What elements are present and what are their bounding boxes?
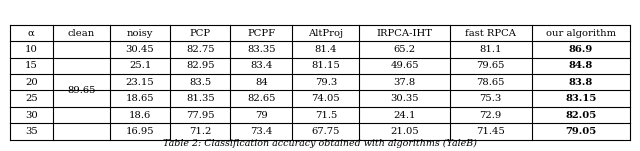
Text: 84: 84 (255, 78, 268, 87)
Text: Table 2: Classification accuracy obtained with algorithms (YaleB): Table 2: Classification accuracy obtaine… (163, 139, 477, 148)
Text: 15: 15 (25, 61, 38, 70)
Text: 30.45: 30.45 (125, 45, 154, 54)
Text: 79.65: 79.65 (476, 61, 505, 70)
Text: 84.8: 84.8 (569, 61, 593, 70)
Text: clean: clean (68, 29, 95, 38)
Text: 86.9: 86.9 (569, 45, 593, 54)
Text: PCP: PCP (190, 29, 211, 38)
Text: 77.95: 77.95 (186, 111, 214, 120)
Text: 82.65: 82.65 (247, 94, 276, 103)
Text: 82.75: 82.75 (186, 45, 214, 54)
Text: 83.8: 83.8 (569, 78, 593, 87)
Text: 23.15: 23.15 (125, 78, 154, 87)
Text: 74.05: 74.05 (312, 94, 340, 103)
Text: 71.5: 71.5 (315, 111, 337, 120)
Text: 49.65: 49.65 (390, 61, 419, 70)
Text: 10: 10 (25, 45, 38, 54)
Text: 81.1: 81.1 (479, 45, 502, 54)
Text: 16.95: 16.95 (126, 127, 154, 136)
Text: 81.15: 81.15 (312, 61, 340, 70)
Text: 37.8: 37.8 (394, 78, 415, 87)
Text: 18.6: 18.6 (129, 111, 151, 120)
Text: 25.1: 25.1 (129, 61, 151, 70)
Text: 24.1: 24.1 (393, 111, 416, 120)
Text: 71.45: 71.45 (476, 127, 505, 136)
Text: 25: 25 (25, 94, 38, 103)
Text: 79: 79 (255, 111, 268, 120)
Text: 81.35: 81.35 (186, 94, 215, 103)
Text: 89.65: 89.65 (67, 86, 96, 95)
Text: 78.65: 78.65 (476, 78, 505, 87)
Text: 83.4: 83.4 (250, 61, 273, 70)
Text: 83.15: 83.15 (565, 94, 596, 103)
Text: 35: 35 (25, 127, 38, 136)
Text: PCPF: PCPF (248, 29, 275, 38)
Text: 30.35: 30.35 (390, 94, 419, 103)
Text: 83.35: 83.35 (247, 45, 276, 54)
Text: 20: 20 (25, 78, 38, 87)
Text: 30: 30 (25, 111, 38, 120)
Text: IRPCA-IHT: IRPCA-IHT (376, 29, 433, 38)
Text: 65.2: 65.2 (394, 45, 415, 54)
Text: our algorithm: our algorithm (546, 29, 616, 38)
Text: 79.3: 79.3 (315, 78, 337, 87)
Text: α: α (28, 29, 35, 38)
Text: 72.9: 72.9 (479, 111, 502, 120)
Text: 79.05: 79.05 (565, 127, 596, 136)
Text: 21.05: 21.05 (390, 127, 419, 136)
Text: fast RPCA: fast RPCA (465, 29, 516, 38)
Text: 81.4: 81.4 (315, 45, 337, 54)
Text: 67.75: 67.75 (312, 127, 340, 136)
Text: 82.05: 82.05 (565, 111, 596, 120)
Text: 73.4: 73.4 (250, 127, 273, 136)
Text: 18.65: 18.65 (126, 94, 154, 103)
Text: 71.2: 71.2 (189, 127, 212, 136)
Text: AltProj: AltProj (308, 29, 344, 38)
Text: 82.95: 82.95 (186, 61, 214, 70)
Text: 75.3: 75.3 (479, 94, 502, 103)
Text: 83.5: 83.5 (189, 78, 211, 87)
Text: noisy: noisy (127, 29, 154, 38)
